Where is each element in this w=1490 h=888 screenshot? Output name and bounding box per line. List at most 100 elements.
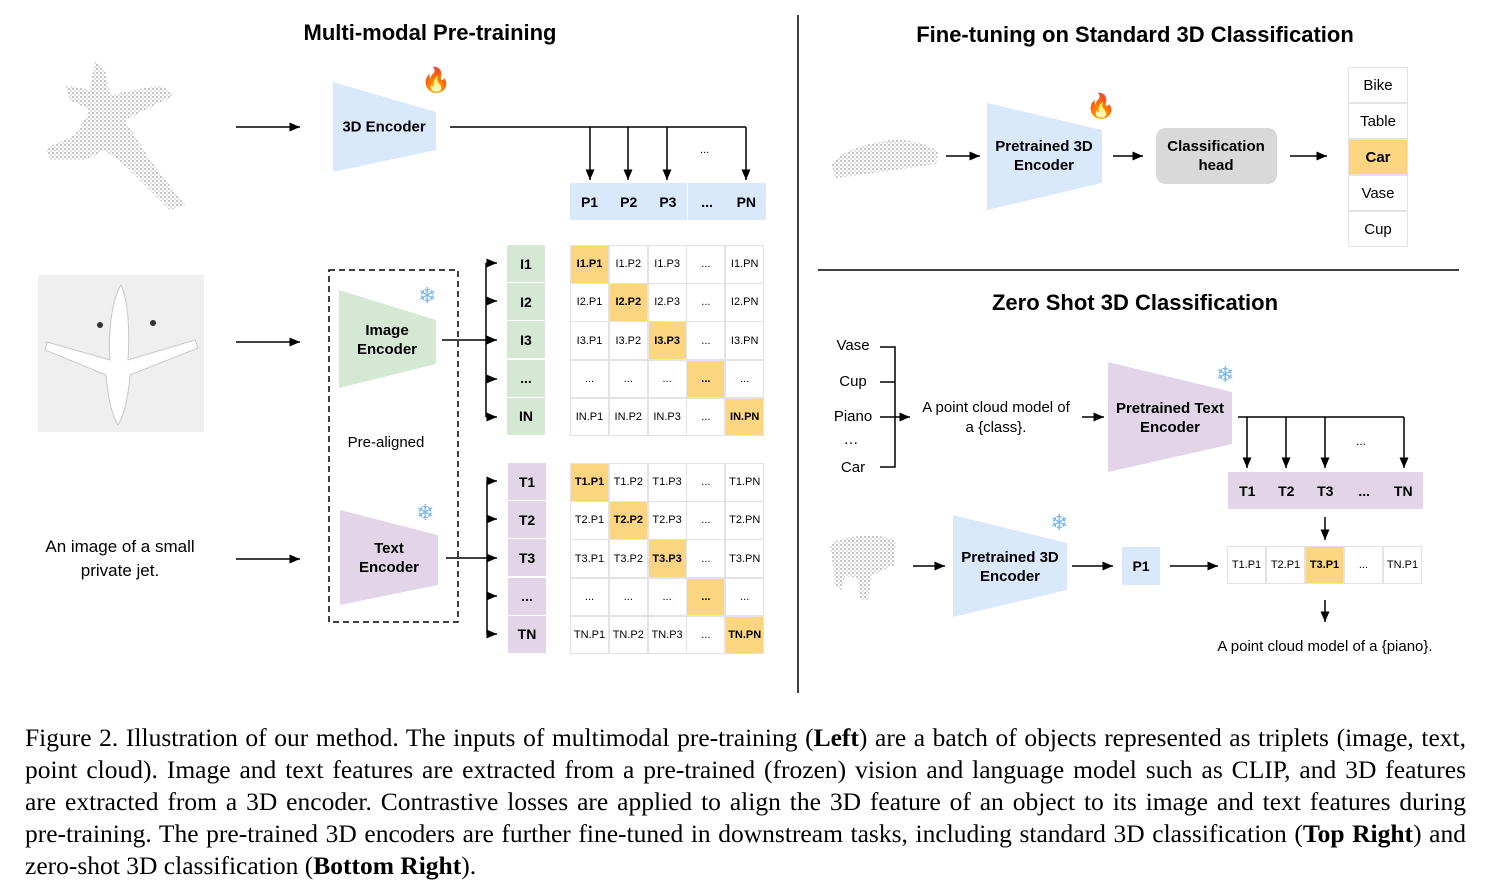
image-feature-cell: I2 — [507, 283, 545, 321]
text-feature-cell: T3 — [1306, 472, 1345, 509]
text-encoder-label: Text Encoder — [359, 539, 419, 577]
matrix-cell: ... — [686, 463, 726, 502]
zero-shot-title: Zero Shot 3D Classification — [991, 290, 1279, 315]
caption-text: are extracted from a 3D encoder. Contras… — [25, 787, 1466, 816]
point-feature-cell: ... — [687, 183, 727, 220]
class-car: Car — [840, 459, 866, 476]
matrix-cell: I1.P3 — [647, 245, 687, 284]
zero-shot-3d-encoder-label: Pretrained 3D Encoder — [961, 548, 1059, 586]
text-feature-cell: ... — [508, 577, 546, 615]
pretrained-text-encoder-label: Pretrained Text Encoder — [1116, 399, 1224, 437]
score-cell: T2.P1 — [1266, 546, 1305, 584]
image-encoder-line1: Image — [365, 322, 409, 339]
snowflake-icon: ❄ — [416, 500, 435, 525]
matrix-cell: ... — [647, 359, 687, 399]
encoder-line2: Encoder — [1013, 157, 1075, 174]
matrix-cell: T3.PN — [725, 539, 765, 578]
caption-text: point cloud). Image and text features ar… — [25, 755, 1466, 784]
caption-line: are extracted from a 3D encoder. Contras… — [25, 786, 1466, 818]
matrix-cell: I3.P2 — [608, 321, 648, 360]
airplane-render — [44, 283, 199, 426]
matrix-cell-positive: ... — [686, 577, 726, 617]
matrix-cell: T1.P2 — [608, 463, 648, 502]
matrix-cell: ... — [608, 577, 648, 617]
piano-point-cloud — [830, 535, 896, 600]
matrix-cell-positive: T2.P2 — [608, 501, 648, 540]
text-feature-cell: T3 — [508, 539, 546, 577]
zero-shot-3d-encoder-shape — [953, 515, 1067, 617]
ellipsis: ... — [1356, 434, 1367, 448]
caption-bold: Top Right — [1302, 819, 1414, 848]
head-line2: head — [1198, 157, 1234, 174]
matrix-cell: ... — [570, 359, 609, 399]
text-feature-cell: TN — [1384, 472, 1423, 509]
matrix-cell: ... — [686, 501, 726, 540]
matrix-cell: IN.P2 — [608, 397, 648, 437]
matrix-cell: TN.P1 — [570, 615, 609, 655]
matrix-cell: TN.P2 — [608, 615, 648, 655]
ellipsis: ... — [700, 144, 710, 156]
caption-text: ) are a batch of objects represented as … — [858, 723, 1466, 752]
image-feature-cell: ... — [507, 359, 545, 397]
matrix-cell: IN.P3 — [647, 397, 687, 437]
matrix-cell-positive: I2.P2 — [608, 283, 648, 322]
text-feature-cell: T1 — [1228, 472, 1267, 509]
caption-text: ). — [461, 851, 477, 880]
matrix-cell: ... — [725, 577, 765, 617]
point-feature-p1: P1 — [1122, 547, 1160, 585]
point-feature-cell: P2 — [609, 183, 649, 220]
text-input-line2: private jet. — [80, 561, 160, 580]
matrix-cell: I2.P1 — [570, 283, 609, 322]
car-point-cloud — [832, 140, 938, 178]
class-cup: Cup — [839, 373, 867, 390]
matrix-cell: IN.P1 — [570, 397, 609, 437]
matrix-cell: T2.P3 — [647, 501, 687, 540]
matrix-cell: ... — [647, 577, 687, 617]
matrix-cell-positive: TN.PN — [725, 615, 765, 655]
matrix-cell: ... — [686, 397, 726, 437]
head-line1: Classification — [1167, 138, 1265, 155]
encoder-line1: Pretrained 3D — [961, 549, 1059, 566]
matrix-cell: ... — [686, 283, 726, 322]
matrix-cell: I2.PN — [725, 283, 765, 322]
flame-icon: 🔥 — [1086, 93, 1116, 120]
snowflake-icon: ❄ — [418, 283, 437, 308]
matrix-cell-positive: T1.P1 — [570, 463, 609, 502]
class-item: Table — [1348, 103, 1408, 139]
text-feature-cell: TN — [508, 615, 546, 653]
matrix-cell-positive: IN.PN — [725, 397, 765, 437]
image-feature-cell: IN — [507, 397, 545, 435]
pretrained-3d-encoder-shape — [987, 103, 1102, 210]
image-encoder-shape — [339, 290, 436, 388]
matrix-cell: TN.P3 — [647, 615, 687, 655]
prompt-line2: a {class}. — [965, 419, 1027, 436]
text-encoder-shape — [340, 510, 438, 605]
encoder-line1: Pretrained 3D — [995, 138, 1093, 155]
text-encoder-line2: Encoder — [1139, 419, 1200, 436]
point-feature-cell: P1 — [570, 183, 609, 220]
text-encoder-line1: Pretrained Text — [1115, 400, 1225, 417]
fine-tuning-title: Fine-tuning on Standard 3D Classificatio… — [916, 22, 1354, 47]
matrix-cell: T1.PN — [725, 463, 765, 502]
matrix-cell-positive: I3.P3 — [647, 321, 687, 360]
matrix-cell: ... — [686, 615, 726, 655]
matrix-cell: I2.P3 — [647, 283, 687, 322]
pretrained-3d-encoder-label: Pretrained 3D Encoder — [995, 137, 1093, 175]
caption-text: pre-training. The pre-trained 3D encoder… — [25, 819, 1303, 848]
text-feature-cell: ... — [1345, 472, 1384, 509]
figure-caption: Figure 2. Illustration of our method. Th… — [25, 722, 1466, 882]
image-feature-cell: I1 — [507, 245, 545, 282]
class-item: Vase — [1348, 175, 1408, 211]
matrix-cell: I3.P1 — [570, 321, 609, 360]
class-item-selected: Car — [1348, 139, 1408, 175]
matrix-cell: ... — [686, 245, 726, 284]
matrix-cell: ... — [725, 359, 765, 399]
3d-encoder-label: 3D Encoder — [342, 118, 426, 136]
caption-bold: Left — [813, 723, 859, 752]
caption-line: point cloud). Image and text features ar… — [25, 754, 1466, 786]
encoder-line2: Encoder — [979, 568, 1041, 585]
point-feature-cell: P3 — [648, 183, 688, 220]
text-feature-cell: T2 — [508, 501, 546, 539]
class-item: Cup — [1348, 211, 1408, 247]
